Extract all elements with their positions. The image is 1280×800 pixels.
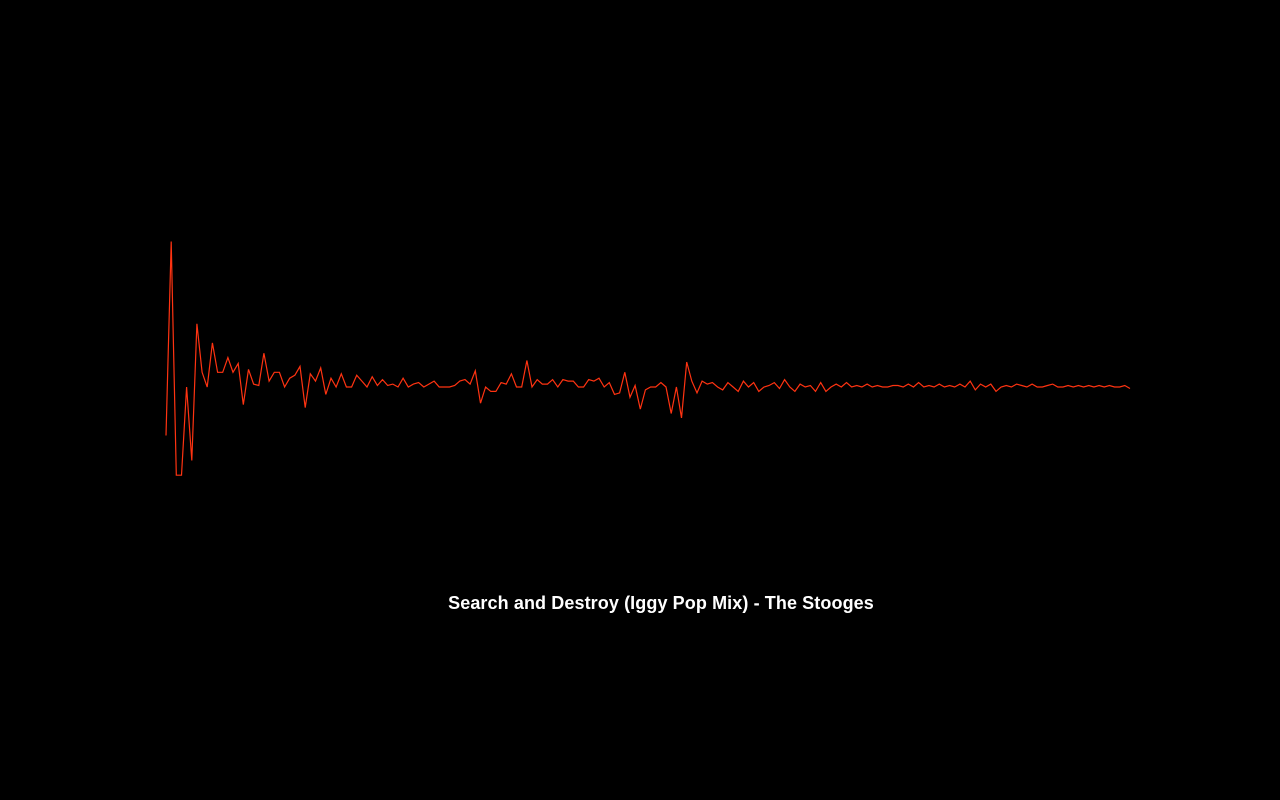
artist-name: The Stooges: [764, 593, 874, 613]
waveform-line: [165, 241, 1131, 476]
now-playing-label: Search and Destroy (Iggy Pop Mix) - The …: [0, 590, 1280, 616]
track-title: Search and Destroy (Iggy Pop Mix): [448, 593, 749, 613]
title-separator: -: [748, 593, 765, 613]
